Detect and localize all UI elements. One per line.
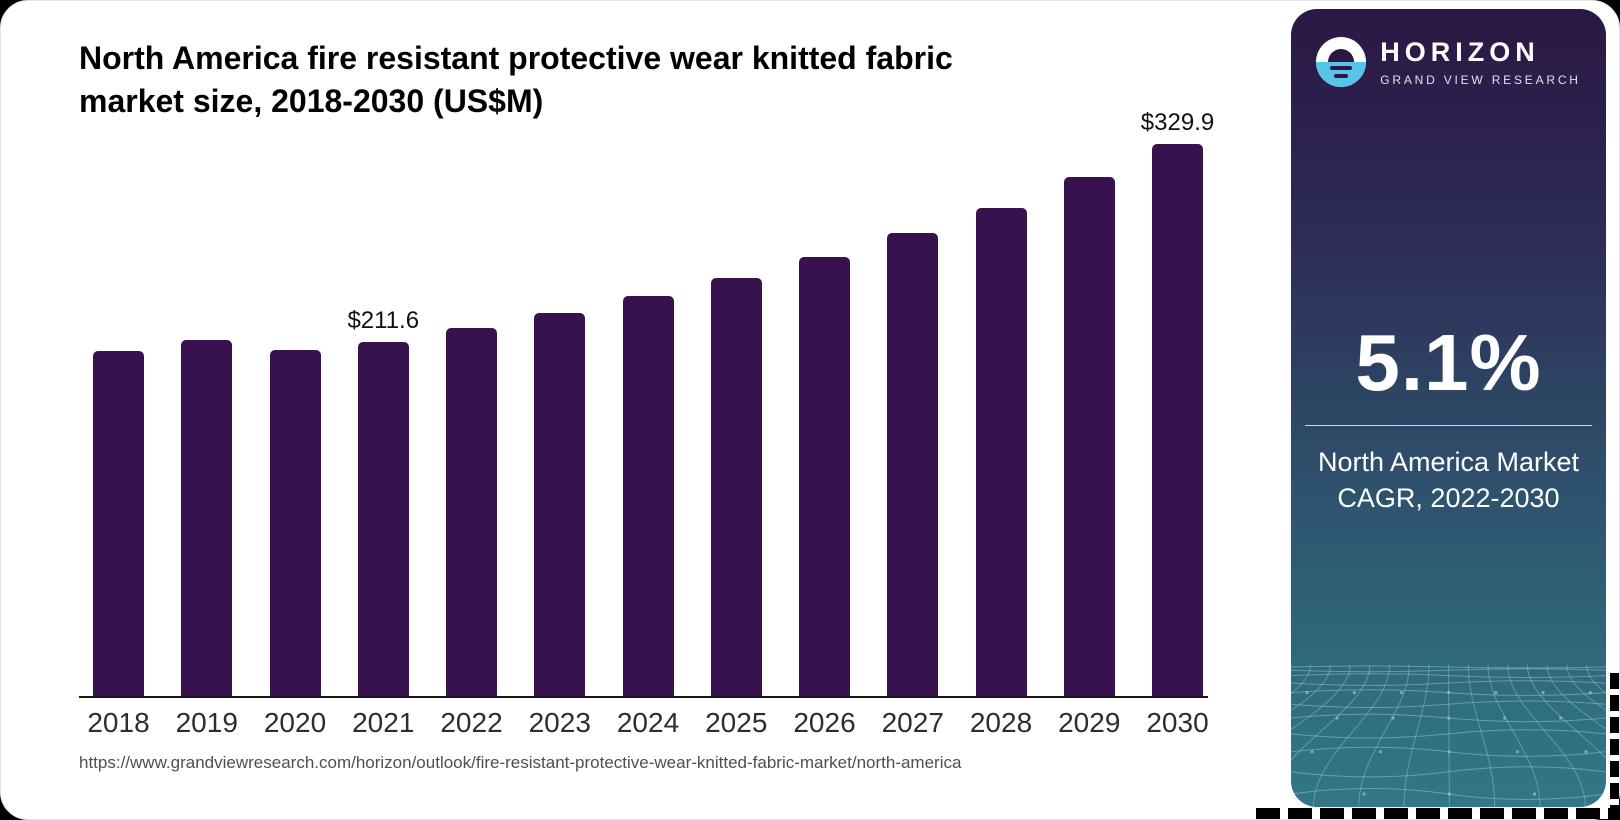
year-label-2029: 2029	[1058, 707, 1121, 738]
year-label-2022: 2022	[440, 707, 503, 738]
mesh-decoration	[1291, 664, 1606, 807]
bar-chart: $211.6 $329.9	[93, 109, 1214, 696]
dashed-edge-bottom	[1256, 808, 1619, 819]
bar-2027	[887, 233, 939, 696]
sidebar: HORIZON GRAND VIEW RESEARCH 5.1% North A…	[1291, 9, 1606, 807]
year-label-2024: 2024	[616, 707, 680, 738]
brand-name: HORIZON	[1380, 37, 1540, 67]
bar-column-2027	[887, 233, 939, 696]
cagr-label: North America Market CAGR, 2022-2030	[1291, 444, 1606, 516]
bar-column-2029	[1063, 177, 1115, 696]
bar-2023	[534, 313, 586, 696]
bar-2021	[357, 342, 409, 696]
year-label-2030: 2030	[1146, 707, 1209, 738]
chart-title: North America fire resistant protective …	[79, 37, 1119, 123]
year-label-2023: 2023	[528, 707, 591, 738]
bar-column-2019	[181, 340, 233, 696]
year-label-2018: 2018	[87, 707, 150, 738]
bar-column-2021: $211.6	[347, 307, 419, 696]
bar-2026	[799, 257, 850, 696]
source-url: https://www.grandviewresearch.com/horizo…	[79, 753, 962, 772]
logo-reflection-bar	[1330, 66, 1353, 70]
chart-title-line1: North America fire resistant protective …	[79, 40, 953, 76]
bar-column-2028	[975, 208, 1027, 696]
bar-2022	[446, 328, 497, 696]
bar-column-2018	[93, 351, 144, 696]
brand-subtitle: GRAND VIEW RESEARCH	[1380, 73, 1581, 87]
bar-2020	[269, 350, 321, 696]
bar-2019	[181, 340, 233, 696]
x-axis-labels: 2018 2019 2020 2021 2022 2023 2024 2025 2026 2027…	[87, 707, 1209, 739]
cagr-stat: 5.1% North America Market CAGR, 2022-203…	[1291, 317, 1606, 516]
brand-text: HORIZON GRAND VIEW RESEARCH	[1380, 37, 1581, 87]
bar-column-2025	[710, 278, 762, 696]
bar-column-2023	[534, 313, 586, 696]
year-label-2019: 2019	[175, 707, 238, 738]
bar-2018	[93, 351, 144, 696]
year-label-2028: 2028	[969, 707, 1033, 738]
bar-2025	[710, 278, 762, 696]
year-label-2021: 2021	[352, 707, 415, 738]
value-label-2021: $211.6	[347, 307, 420, 334]
logo-reflection-bar	[1334, 74, 1349, 78]
value-label-2030: $329.9	[1140, 109, 1215, 136]
bar-column-2026	[799, 257, 850, 696]
dashed-edge-right	[1610, 673, 1619, 817]
year-label-2026: 2026	[793, 707, 856, 738]
bar-2028	[975, 208, 1027, 696]
horizon-sun-icon	[1316, 37, 1367, 87]
bar-2029	[1063, 177, 1115, 696]
year-label-2025: 2025	[705, 707, 768, 738]
bar-column-2024	[622, 296, 674, 696]
bar-2024	[622, 296, 674, 696]
cagr-label-line1: North America Market	[1317, 447, 1580, 477]
cagr-value: 5.1%	[1355, 318, 1542, 407]
bar-column-2020	[269, 350, 321, 696]
bar-column-2030: $329.9	[1141, 109, 1214, 696]
bar-2030	[1152, 144, 1203, 696]
year-label-2020: 2020	[263, 707, 327, 738]
x-axis-line	[79, 696, 1208, 698]
year-label-2027: 2027	[881, 707, 944, 738]
brand-logo: HORIZON GRAND VIEW RESEARCH	[1291, 37, 1606, 87]
stat-divider	[1305, 425, 1592, 426]
chart-title-line2: market size, 2018-2030 (US$M)	[79, 83, 544, 119]
cagr-label-line2: CAGR, 2022-2030	[1337, 483, 1560, 513]
logo-sun-shape	[1328, 49, 1355, 62]
bar-column-2022	[446, 328, 497, 696]
